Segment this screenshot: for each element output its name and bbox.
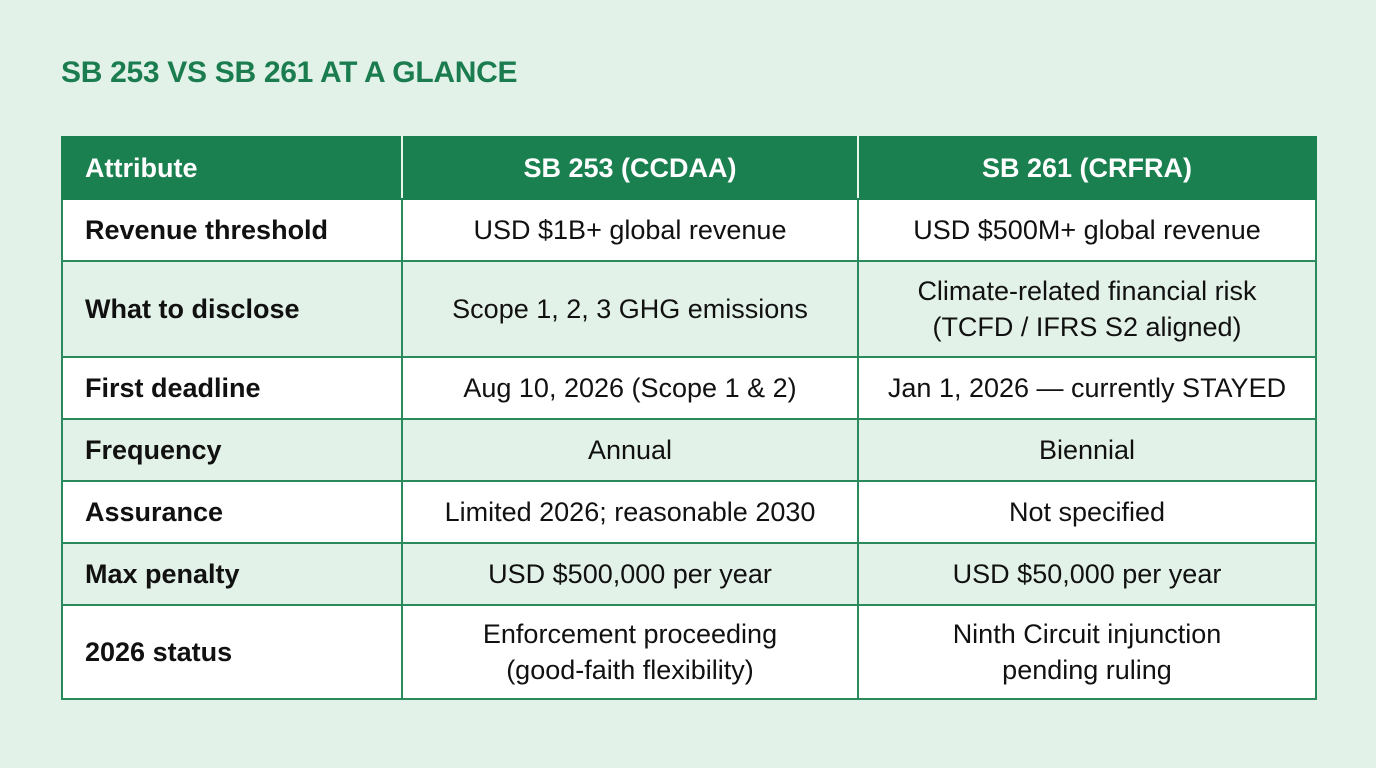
sb253-cell: Limited 2026; reasonable 2030 [401,480,859,544]
attribute-cell: What to disclose [61,260,403,358]
page-title: SB 253 VS SB 261 AT A GLANCE [61,56,518,89]
table-row: Revenue threshold USD $1B+ global revenu… [61,198,1317,262]
attribute-cell: Frequency [61,418,403,482]
sb261-line: Ninth Circuit injunction [952,619,1222,649]
sb261-cell: Ninth Circuit injunction pending ruling [857,604,1317,700]
sb261-line: Climate-related financial risk [917,276,1257,306]
header-sb253: SB 253 (CCDAA) [401,136,859,200]
attribute-cell: Assurance [61,480,403,544]
sb253-cell: Scope 1, 2, 3 GHG emissions [401,260,859,358]
header-sb261: SB 261 (CRFRA) [857,136,1317,200]
sb253-cell: Annual [401,418,859,482]
sb253-line: (good-faith flexibility) [506,655,754,685]
sb261-cell: Jan 1, 2026 — currently STAYED [857,356,1317,420]
sb253-cell: USD $500,000 per year [401,542,859,606]
sb253-cell: USD $1B+ global revenue [401,198,859,262]
table-row: What to disclose Scope 1, 2, 3 GHG emiss… [61,260,1317,358]
sb253-cell: Enforcement proceeding (good-faith flexi… [401,604,859,700]
comparison-table: Attribute SB 253 (CCDAA) SB 261 (CRFRA) … [61,136,1317,700]
sb253-cell: Aug 10, 2026 (Scope 1 & 2) [401,356,859,420]
attribute-cell: First deadline [61,356,403,420]
sb261-line: (TCFD / IFRS S2 aligned) [932,312,1242,342]
sb261-line: pending ruling [1002,655,1172,685]
attribute-cell: Revenue threshold [61,198,403,262]
table-row: 2026 status Enforcement proceeding (good… [61,604,1317,700]
table-row: Frequency Annual Biennial [61,418,1317,482]
table-header-row: Attribute SB 253 (CCDAA) SB 261 (CRFRA) [61,136,1317,200]
sb253-line: Enforcement proceeding [482,619,778,649]
header-attribute: Attribute [61,136,403,200]
table-row: Assurance Limited 2026; reasonable 2030 … [61,480,1317,544]
sb261-cell: USD $500M+ global revenue [857,198,1317,262]
attribute-cell: 2026 status [61,604,403,700]
sb261-cell: Not specified [857,480,1317,544]
table-row: Max penalty USD $500,000 per year USD $5… [61,542,1317,606]
sb261-cell: Biennial [857,418,1317,482]
sb261-cell: USD $50,000 per year [857,542,1317,606]
table-row: First deadline Aug 10, 2026 (Scope 1 & 2… [61,356,1317,420]
attribute-cell: Max penalty [61,542,403,606]
sb261-cell: Climate-related financial risk (TCFD / I… [857,260,1317,358]
